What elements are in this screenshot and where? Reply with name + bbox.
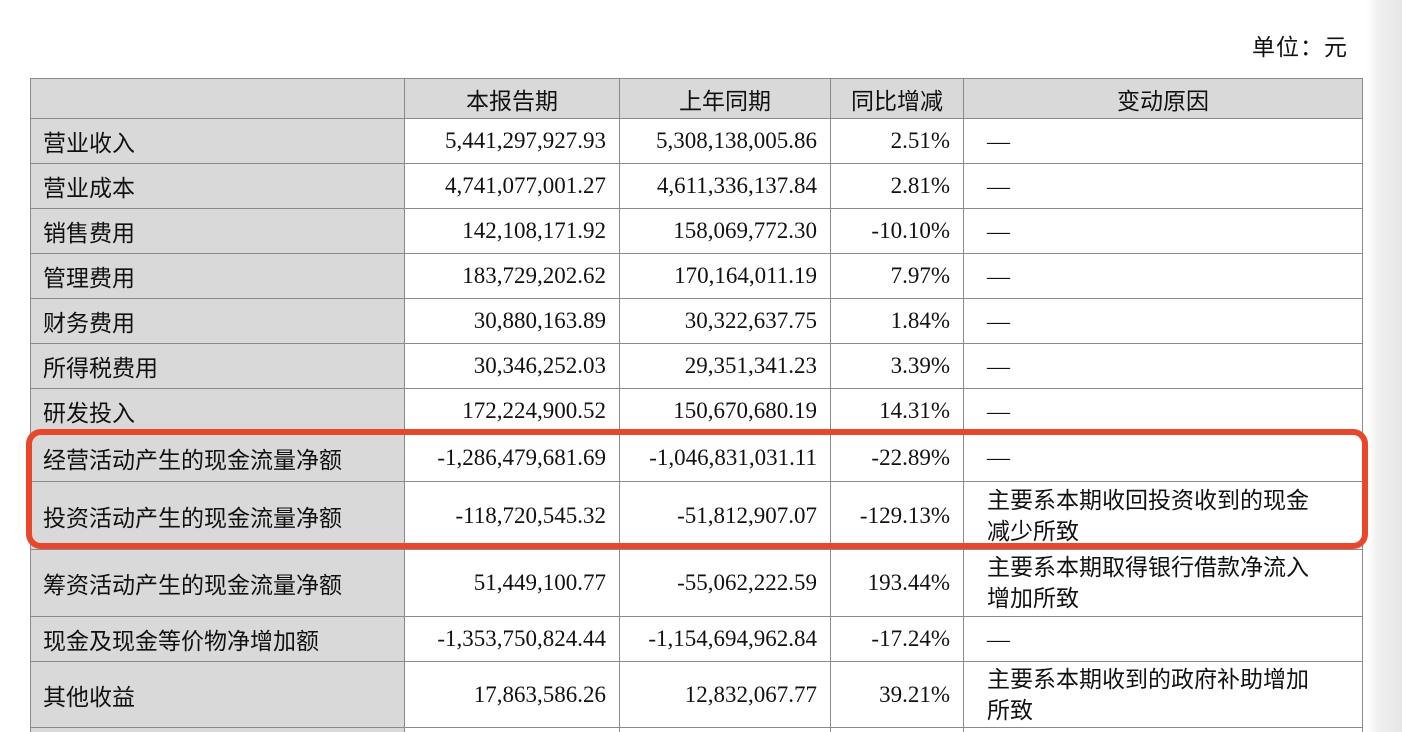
change-reason-cell — [963, 727, 1363, 732]
table-row-highlighted: 经营活动产生的现金流量净额 -1,286,479,681.69 -1,046,8… — [30, 433, 1363, 482]
change-reason-cell: — — [963, 163, 1363, 209]
prior-period-cell: 150,670,680.19 — [619, 388, 831, 434]
header-row: 本报告期 上年同期 同比增减 变动原因 — [30, 78, 1363, 119]
change-reason-cell: — — [963, 118, 1363, 164]
table-row: 销售费用 142,108,171.92 158,069,772.30 -10.1… — [30, 208, 1363, 254]
change-reason-cell: 主要系本期收回投资收到的现金减少所致 — [963, 481, 1363, 550]
header-current-period: 本报告期 — [404, 78, 620, 119]
change-reason-cell: — — [963, 388, 1363, 434]
header-yoy-change: 同比增减 — [830, 78, 964, 119]
current-period-cell: 30,346,252.03 — [404, 343, 620, 389]
table-row-highlighted: 投资活动产生的现金流量净额 -118,720,545.32 -51,812,90… — [30, 481, 1363, 550]
prior-period-cell: -51,812,907.07 — [619, 481, 831, 550]
row-label-cell: 财务费用 — [30, 298, 405, 344]
yoy-change-cell: 7.97% — [830, 253, 964, 299]
prior-period-cell: 12,832,067.77 — [619, 661, 831, 728]
current-period-cell: -1,286,479,681.69 — [404, 433, 620, 482]
row-label-cell: 销售费用 — [30, 208, 405, 254]
current-period-cell — [404, 727, 620, 732]
yoy-change-cell: -17.24% — [830, 616, 964, 662]
table-row: 所得税费用 30,346,252.03 29,351,341.23 3.39% … — [30, 343, 1363, 389]
current-period-cell: -118,720,545.32 — [404, 481, 620, 550]
row-label-cell: 所得税费用 — [30, 343, 405, 389]
row-label-cell: 经营活动产生的现金流量净额 — [30, 433, 405, 482]
row-label-cell — [30, 727, 405, 732]
header-prior-period: 上年同期 — [619, 78, 831, 119]
row-label-cell: 投资活动产生的现金流量净额 — [30, 481, 405, 550]
prior-period-cell: 4,611,336,137.84 — [619, 163, 831, 209]
prior-period-cell — [619, 727, 831, 732]
row-label-cell: 研发投入 — [30, 388, 405, 434]
yoy-change-cell: 2.51% — [830, 118, 964, 164]
prior-period-cell: 5,308,138,005.86 — [619, 118, 831, 164]
prior-period-cell: 30,322,637.75 — [619, 298, 831, 344]
table-row: 研发投入 172,224,900.52 150,670,680.19 14.31… — [30, 388, 1363, 434]
yoy-change-cell: -22.89% — [830, 433, 964, 482]
yoy-change-cell: 2.81% — [830, 163, 964, 209]
change-reason-cell: 主要系本期取得银行借款净流入增加所致 — [963, 549, 1363, 617]
prior-period-cell: -1,154,694,962.84 — [619, 616, 831, 662]
prior-period-cell: -55,062,222.59 — [619, 549, 831, 617]
current-period-cell: 4,741,077,001.27 — [404, 163, 620, 209]
unit-label: 单位：元 — [1252, 35, 1348, 60]
yoy-change-cell — [830, 727, 964, 732]
header-change-reason: 变动原因 — [963, 78, 1363, 119]
prior-period-cell: 170,164,011.19 — [619, 253, 831, 299]
change-reason-cell: — — [963, 433, 1363, 482]
row-label-cell: 筹资活动产生的现金流量净额 — [30, 549, 405, 617]
prior-period-cell: 29,351,341.23 — [619, 343, 831, 389]
yoy-change-cell: -129.13% — [830, 481, 964, 550]
prior-period-cell: 158,069,772.30 — [619, 208, 831, 254]
change-reason-cell: — — [963, 298, 1363, 344]
current-period-cell: 51,449,100.77 — [404, 549, 620, 617]
yoy-change-cell: 39.21% — [830, 661, 964, 728]
change-reason-cell: 主要系本期收到的政府补助增加所致 — [963, 661, 1363, 728]
prior-period-cell: -1,046,831,031.11 — [619, 433, 831, 482]
row-label-cell: 营业收入 — [30, 118, 405, 164]
change-reason-cell: — — [963, 208, 1363, 254]
table-row: 其他收益 17,863,586.26 12,832,067.77 39.21% … — [30, 661, 1363, 728]
table-header: 本报告期 上年同期 同比增减 变动原因 — [30, 78, 1363, 119]
change-reason-cell: — — [963, 253, 1363, 299]
table-row: 营业成本 4,741,077,001.27 4,611,336,137.84 2… — [30, 163, 1363, 209]
current-period-cell: 17,863,586.26 — [404, 661, 620, 728]
table-row: 营业收入 5,441,297,927.93 5,308,138,005.86 2… — [30, 118, 1363, 164]
header-item-name — [30, 78, 405, 119]
current-period-cell: 172,224,900.52 — [404, 388, 620, 434]
table-row: 财务费用 30,880,163.89 30,322,637.75 1.84% — — [30, 298, 1363, 344]
row-label-cell: 营业成本 — [30, 163, 405, 209]
yoy-change-cell: -10.10% — [830, 208, 964, 254]
current-period-cell: 142,108,171.92 — [404, 208, 620, 254]
table-row: 筹资活动产生的现金流量净额 51,449,100.77 -55,062,222.… — [30, 549, 1363, 617]
financial-table: 本报告期 上年同期 同比增减 变动原因 营业收入 5,441,297,927.9… — [30, 78, 1363, 732]
table-row: 现金及现金等价物净增加额 -1,353,750,824.44 -1,154,69… — [30, 616, 1363, 662]
row-label-cell: 现金及现金等价物净增加额 — [30, 616, 405, 662]
current-period-cell: 183,729,202.62 — [404, 253, 620, 299]
change-reason-cell: — — [963, 343, 1363, 389]
current-period-cell: 5,441,297,927.93 — [404, 118, 620, 164]
row-label-cell: 管理费用 — [30, 253, 405, 299]
yoy-change-cell: 1.84% — [830, 298, 964, 344]
change-reason-cell: — — [963, 616, 1363, 662]
row-label-cell: 其他收益 — [30, 661, 405, 728]
table-row: 管理费用 183,729,202.62 170,164,011.19 7.97%… — [30, 253, 1363, 299]
yoy-change-cell: 14.31% — [830, 388, 964, 434]
table-body: 营业收入 5,441,297,927.93 5,308,138,005.86 2… — [30, 118, 1363, 728]
partial-next-row — [30, 727, 1363, 732]
yoy-change-cell: 3.39% — [830, 343, 964, 389]
current-period-cell: -1,353,750,824.44 — [404, 616, 620, 662]
current-period-cell: 30,880,163.89 — [404, 298, 620, 344]
table-row-partial — [30, 727, 1363, 732]
yoy-change-cell: 193.44% — [830, 549, 964, 617]
page-edge-shadow — [1366, 0, 1402, 732]
